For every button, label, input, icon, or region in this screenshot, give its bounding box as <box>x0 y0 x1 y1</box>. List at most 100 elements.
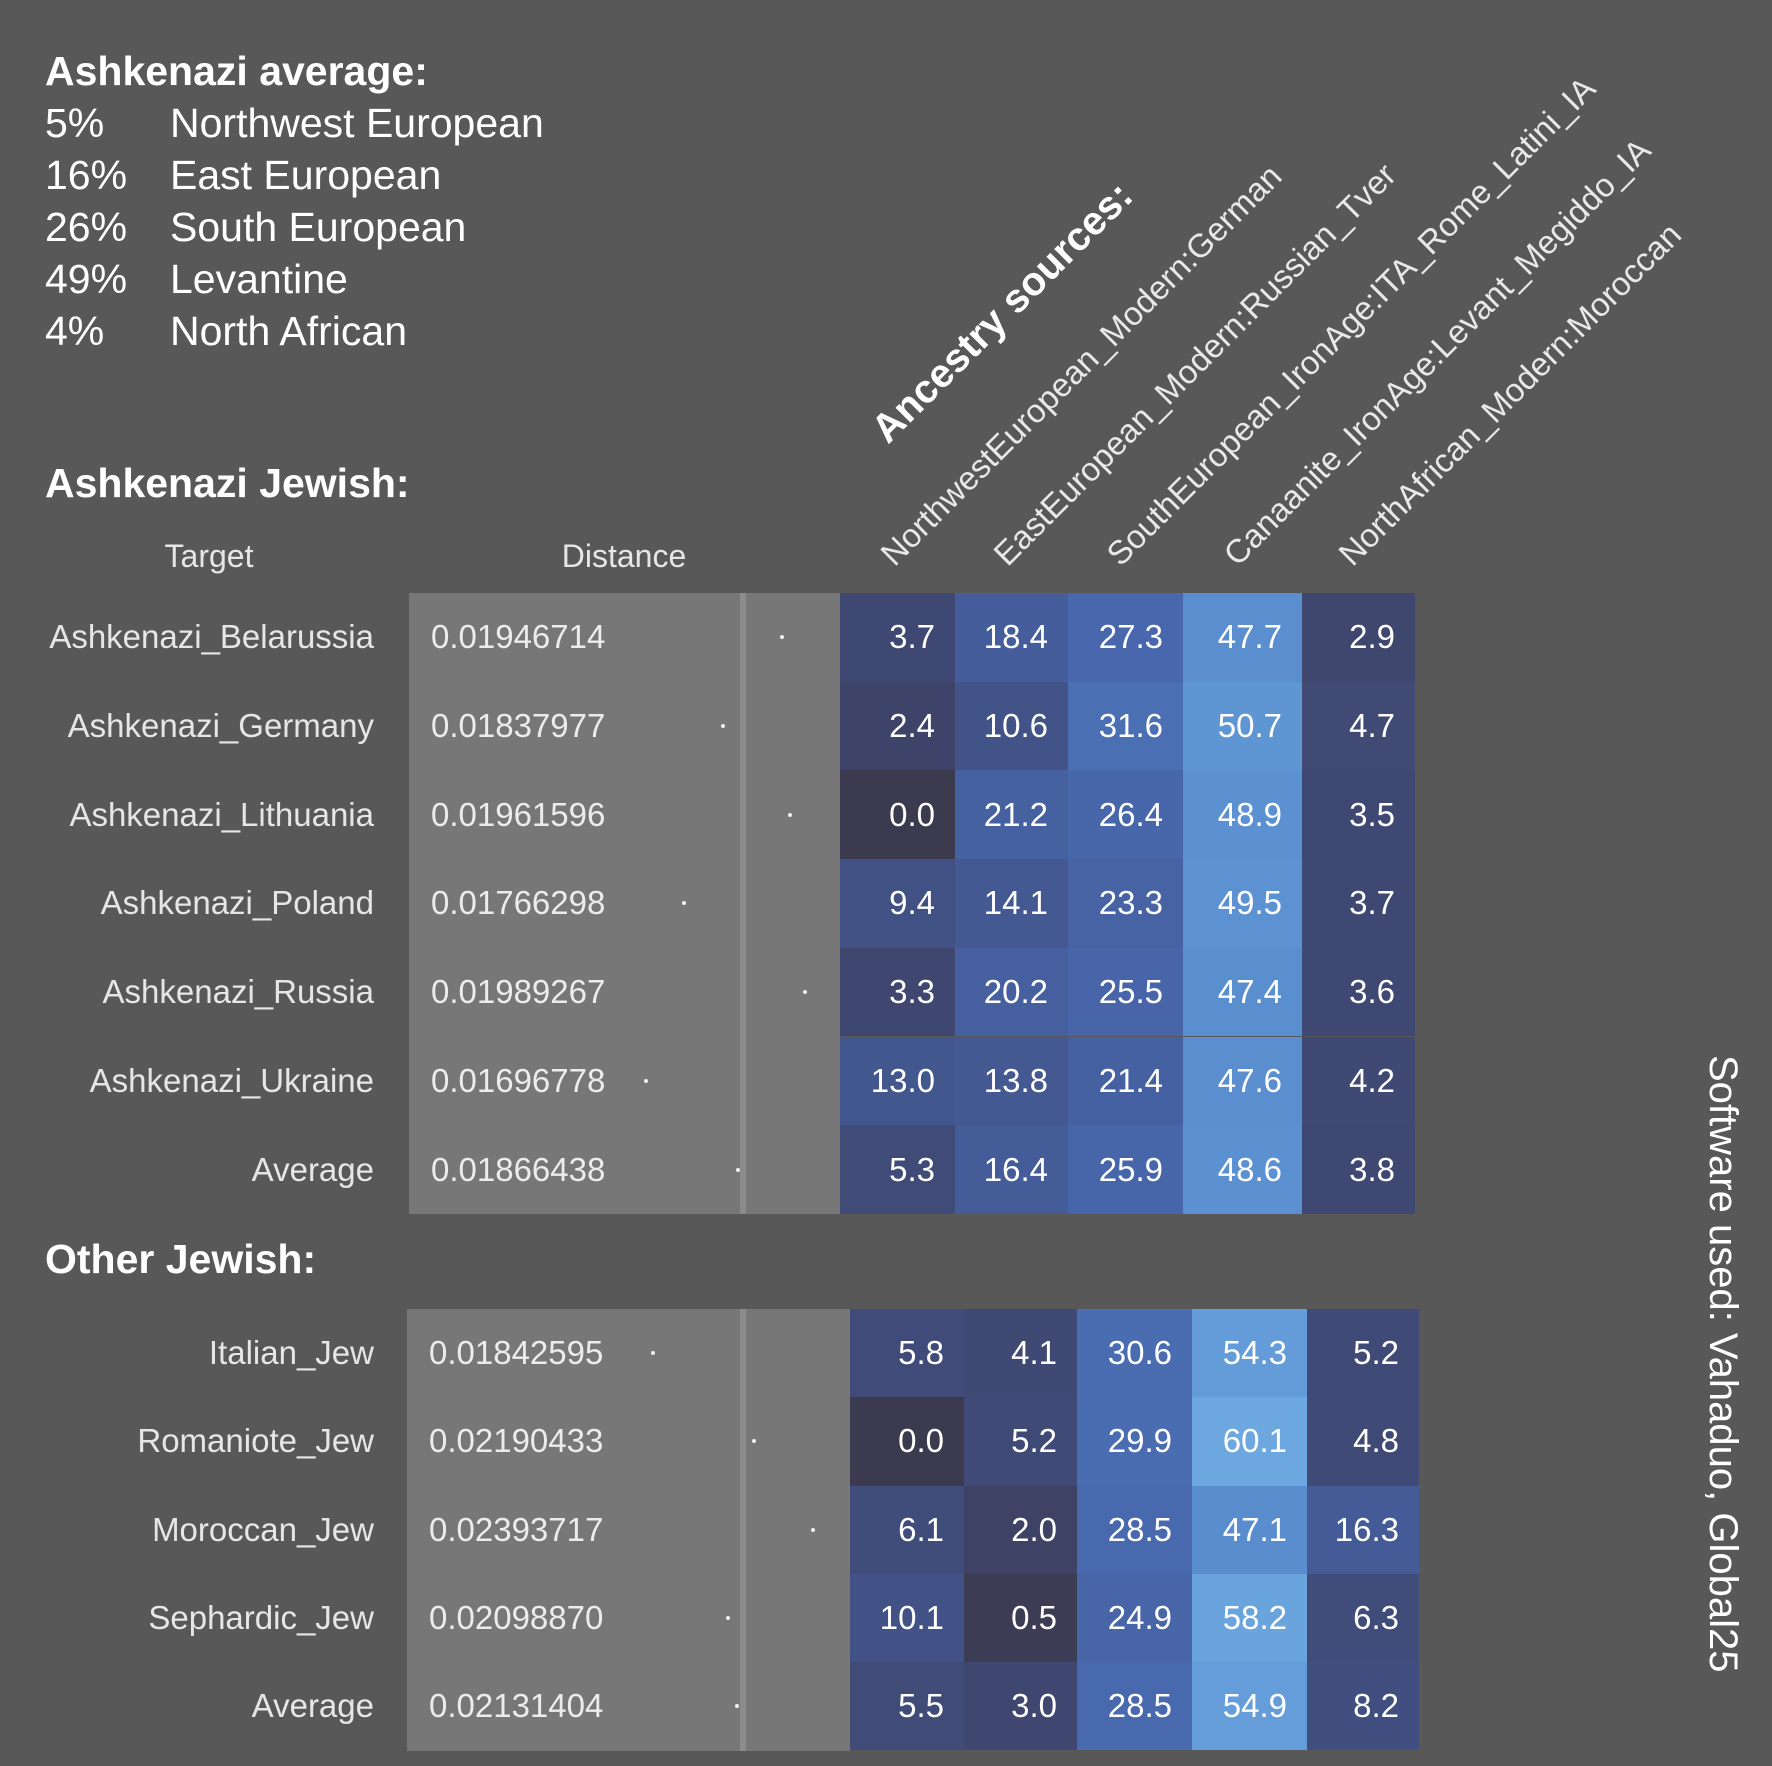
distance-dot <box>811 1527 816 1532</box>
heatmap-cell: 4.7 <box>1302 681 1415 771</box>
heatmap-cell: 14.1 <box>955 859 1068 948</box>
heatmap-cell: 29.9 <box>1077 1397 1192 1486</box>
heatmap-cell: 21.4 <box>1068 1036 1183 1126</box>
heatmap-cell: 3.0 <box>964 1662 1077 1751</box>
heatmap-cell: 4.1 <box>964 1309 1077 1398</box>
heatmap-cell: 31.6 <box>1068 681 1183 771</box>
distance-column-header: Distance <box>561 538 687 574</box>
summary-pct: 5% <box>45 100 105 146</box>
heatmap-cell: 0.0 <box>840 770 955 860</box>
summary-label: North African <box>170 308 407 354</box>
heatmap-cell: 16.3 <box>1307 1485 1419 1574</box>
summary-label: South European <box>170 204 467 250</box>
heatmap-cell: 10.1 <box>850 1573 964 1663</box>
heatmap-cell: 3.7 <box>1302 859 1415 948</box>
heatmap-cell: 24.9 <box>1077 1573 1192 1663</box>
heatmap-cell: 47.4 <box>1183 947 1302 1037</box>
row-target-label: Ashkenazi_Belarussia <box>49 618 374 656</box>
row-target-label: Ashkenazi_Russia <box>102 973 374 1011</box>
heatmap-cell: 13.8 <box>955 1036 1068 1126</box>
heatmap-cell: 3.3 <box>840 947 955 1037</box>
heatmap-cell: 3.5 <box>1302 770 1415 860</box>
summary-label: East European <box>170 152 442 198</box>
heatmap-cell: 9.4 <box>840 859 955 948</box>
heatmap-cell: 28.5 <box>1077 1662 1192 1751</box>
group-title-ashkenazi: Ashkenazi Jewish: <box>45 460 410 506</box>
row-target-label: Moroccan_Jew <box>152 1510 374 1548</box>
row-distance-value: 0.01837977 <box>431 707 606 745</box>
heatmap-cell: 16.4 <box>955 1125 1068 1214</box>
heatmap-cell: 20.2 <box>955 947 1068 1037</box>
row-distance-value: 0.02190433 <box>429 1422 604 1460</box>
row-distance-value: 0.02393717 <box>429 1510 604 1548</box>
heatmap-cell: 26.4 <box>1068 770 1183 860</box>
heatmap-cell: 0.0 <box>850 1397 964 1486</box>
heatmap-cell: 2.9 <box>1302 593 1415 682</box>
heatmap-cell: 13.0 <box>840 1036 955 1126</box>
row-distance-value: 0.01866438 <box>431 1150 606 1188</box>
source-label: EastEuropean_Modern:Russian_Tver <box>986 155 1403 573</box>
heatmap-cell: 60.1 <box>1192 1397 1307 1486</box>
heatmap-cell: 48.6 <box>1183 1125 1302 1214</box>
distance-dot <box>787 812 792 817</box>
heatmap-cell: 4.8 <box>1307 1397 1419 1486</box>
distance-dot <box>644 1078 648 1083</box>
distance-dot <box>752 1439 757 1444</box>
heatmap-cell: 54.9 <box>1192 1662 1307 1751</box>
heatmap-cell: 47.1 <box>1192 1485 1307 1574</box>
row-distance-value: 0.01766298 <box>431 884 606 922</box>
heatmap-cell: 6.3 <box>1307 1573 1419 1663</box>
row-target-label: Average <box>251 1150 374 1188</box>
heatmap-cell: 48.9 <box>1183 770 1302 860</box>
heatmap-cell: 5.3 <box>840 1125 955 1214</box>
row-distance-value: 0.01989267 <box>431 973 606 1011</box>
heatmap-cell: 54.3 <box>1192 1309 1307 1398</box>
software-note: Software used: Vahaduo, Global25 <box>1701 1055 1745 1673</box>
distance-dot <box>720 724 725 729</box>
heatmap-cell: 5.2 <box>1307 1309 1419 1398</box>
heatmap-cell: 21.2 <box>955 770 1068 860</box>
heatmap-cell: 47.6 <box>1183 1036 1302 1126</box>
heatmap-cell: 2.0 <box>964 1485 1077 1574</box>
heatmap-cell: 58.2 <box>1192 1573 1307 1663</box>
target-column-header: Target <box>164 538 254 574</box>
row-target-label: Sephardic_Jew <box>148 1599 374 1637</box>
row-target-label: Romaniote_Jew <box>137 1422 374 1460</box>
row-target-label: Italian_Jew <box>208 1334 374 1372</box>
distance-dot <box>681 901 686 906</box>
summary-pct: 49% <box>45 256 128 302</box>
source-label: Canaanite_IronAge:Levant_Megiddo_IA <box>1216 131 1658 573</box>
heatmap-cell: 25.9 <box>1068 1125 1183 1214</box>
summary-label: Levantine <box>170 256 348 302</box>
heatmap-cell: 50.7 <box>1183 681 1302 771</box>
distance-panel <box>407 1309 850 1751</box>
heatmap-cell: 2.4 <box>840 681 955 771</box>
heatmap-cell: 49.5 <box>1183 859 1302 948</box>
summary-pct: 16% <box>45 152 128 198</box>
distance-dot <box>802 990 807 995</box>
row-distance-value: 0.02131404 <box>429 1687 604 1725</box>
heatmap-cell: 8.2 <box>1307 1662 1419 1751</box>
row-distance-value: 0.01961596 <box>431 795 606 833</box>
distance-divider <box>740 1309 746 1751</box>
heatmap-cell: 27.3 <box>1068 593 1183 682</box>
row-distance-value: 0.02098870 <box>429 1599 604 1637</box>
heatmap-cell: 23.3 <box>1068 859 1183 948</box>
summary-title: Ashkenazi average: <box>45 48 428 94</box>
summary-pct: 4% <box>45 308 105 354</box>
row-target-label: Ashkenazi_Lithuania <box>69 795 374 833</box>
group-title-other: Other Jewish: <box>45 1236 317 1282</box>
heatmap-cell: 5.2 <box>964 1397 1077 1486</box>
heatmap-cell: 5.5 <box>850 1662 964 1751</box>
heatmap-cell: 4.2 <box>1302 1036 1415 1126</box>
summary-pct: 26% <box>45 204 128 250</box>
heatmap-cell: 0.5 <box>964 1573 1077 1663</box>
row-distance-value: 0.01696778 <box>431 1061 606 1099</box>
heatmap-cell: 6.1 <box>850 1485 964 1574</box>
summary-label: Northwest European <box>170 100 544 146</box>
heatmap-cell: 3.6 <box>1302 947 1415 1037</box>
distance-dot <box>779 635 784 640</box>
source-label: SouthEuropean_IronAge:ITA_Rome_Latini_IA <box>1099 69 1603 573</box>
heatmap-cell: 47.7 <box>1183 593 1302 682</box>
distance-dot <box>651 1351 655 1356</box>
